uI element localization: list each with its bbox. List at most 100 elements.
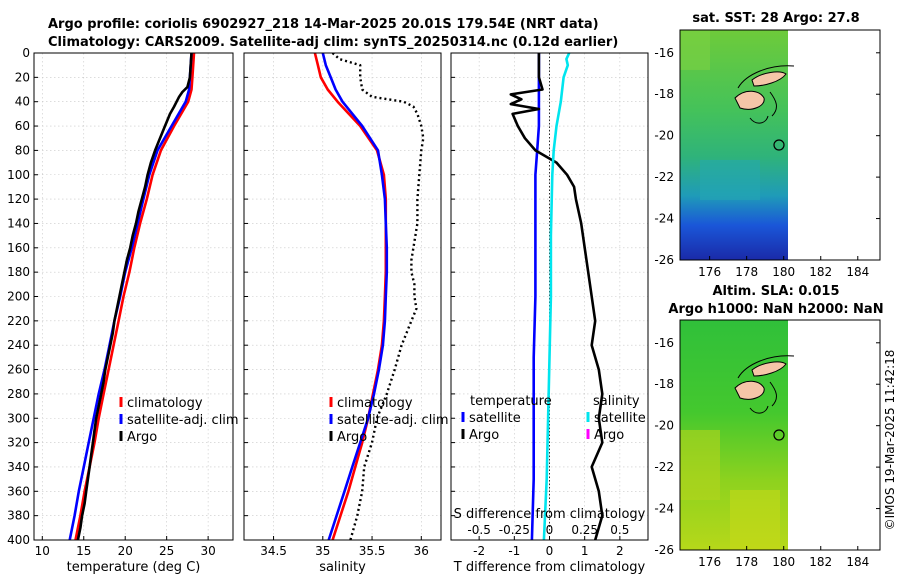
map-ytick-label: -16: [654, 46, 674, 60]
salinity-xtick-label: 34.5: [260, 544, 287, 558]
sst-map-frame: [679, 29, 881, 261]
temperature-series-argo: [76, 53, 193, 540]
depth-tick-label: 220: [7, 314, 30, 328]
depth-tick-label: 240: [7, 338, 30, 352]
salinity-frame: [243, 52, 442, 541]
difference-series-t-satellite: [530, 53, 541, 540]
depth-tick-label: 0: [22, 46, 30, 60]
difference-series-group: [509, 53, 604, 540]
depth-tick-label: 120: [7, 192, 30, 206]
temperature-legend-label: climatology: [127, 396, 203, 411]
map-ytick-label: -18: [654, 87, 674, 101]
temperature-xtick-label: 15: [76, 544, 91, 558]
temperature-xtick-label: 25: [159, 544, 174, 558]
temperature-xtick-label: 30: [200, 544, 215, 558]
sla-map-frame: [679, 319, 881, 551]
depth-tick-label: 160: [7, 241, 30, 255]
temperature-xtick-label: 10: [35, 544, 50, 558]
depth-tick-label: 180: [7, 265, 30, 279]
difference-series-t-argo: [509, 53, 604, 540]
difference-xtick-label: 2: [616, 544, 624, 558]
depth-tick-label: 400: [7, 533, 30, 547]
difference-xtick-label: -2: [473, 544, 485, 558]
salinity-xtick-label: 36: [414, 544, 429, 558]
sst-map-warm-patch: [680, 30, 710, 70]
map-xtick-label: 182: [809, 265, 832, 279]
sst-map-cool-patch: [700, 160, 760, 200]
sst-map-title: sat. SST: 28 Argo: 27.8: [692, 11, 859, 26]
depth-tick-label: 320: [7, 436, 30, 450]
depth-tick-label: 100: [7, 168, 30, 182]
depth-tick-label: 40: [15, 95, 30, 109]
sst-map: sat. SST: 28 Argo: 27.8 176 178 180 182 184 -…: [654, 11, 881, 279]
difference-top-xtick-label: -0.25: [499, 523, 530, 537]
sst-map-island-vitilevu: [734, 90, 765, 110]
sla-map-island-vanualevu: [751, 361, 787, 377]
salinity-panel: 34.5 35 35.5 36 salinity climatology satellite…: [243, 52, 449, 575]
difference-top-xtick-label: 0.5: [610, 523, 629, 537]
difference-top-xtick-label: 0.25: [571, 523, 598, 537]
depth-tick-label: 260: [7, 363, 30, 377]
temperature-panel: 0 20 40 60 80 100 120 140 160 180 200 220 240 260 280 3…: [7, 46, 239, 575]
salinity-legend-label: satellite-adj. clim: [337, 413, 449, 428]
map-ytick-label: -20: [654, 419, 674, 433]
difference-xtick-label: 1: [581, 544, 589, 558]
sst-map-reef-contours: [737, 65, 795, 124]
difference-legend-label: Argo: [469, 428, 499, 443]
difference-top-xtick-label: 0: [546, 523, 554, 537]
depth-tick-label: 340: [7, 460, 30, 474]
sst-map-ticks: 176 178 180 182 184 -16 -18 -20 -22 -24 -26: [654, 46, 880, 279]
depth-tick-label: 140: [7, 216, 30, 230]
difference-xtick-label: -1: [508, 544, 520, 558]
map-ytick-label: -18: [654, 377, 674, 391]
difference-frame: [450, 52, 649, 541]
difference-legend-label: satellite: [469, 411, 521, 426]
sla-map-title-line1: Altim. SLA: 0.015: [713, 284, 840, 299]
sla-map-title-line2: Argo h1000: NaN h2000: NaN: [668, 302, 883, 317]
map-xtick-label: 184: [846, 555, 869, 569]
salinity-xtick-label: 35.5: [359, 544, 386, 558]
salinity-legend-label: Argo: [337, 430, 367, 445]
sla-map-ticks: 176 178 180 182 184 -16 -18 -20 -22 -24 -26: [654, 336, 880, 569]
temperature-frame: [33, 52, 234, 541]
map-xtick-label: 182: [809, 555, 832, 569]
difference-legend-label: Argo: [594, 428, 624, 443]
sst-map-island-vanualevu: [751, 71, 787, 87]
map-xtick-label: 176: [698, 555, 721, 569]
depth-tick-label: 380: [7, 509, 30, 523]
map-ytick-label: -24: [654, 212, 674, 226]
salinity-series-argo: [331, 53, 425, 540]
temperature-series-group: [68, 53, 196, 540]
map-ytick-label: -26: [654, 253, 674, 267]
difference-xlabel: T difference from climatology: [453, 560, 646, 575]
difference-legend-label: satellite: [594, 411, 646, 426]
map-xtick-label: 176: [698, 265, 721, 279]
sst-map-float-marker: [773, 139, 785, 151]
map-ytick-label: -26: [654, 543, 674, 557]
credit-text: ©IMOS 19-Mar-2025 11:42:18: [883, 350, 897, 531]
depth-tick-label: 200: [7, 290, 30, 304]
depth-tick-label: 280: [7, 387, 30, 401]
depth-tick-label: 60: [15, 119, 30, 133]
sla-map-island-vitilevu: [734, 380, 765, 400]
salinity-series-group: [313, 53, 425, 540]
map-ytick-label: -22: [654, 460, 674, 474]
map-ytick-label: -20: [654, 129, 674, 143]
sla-map: Altim. SLA: 0.015 Argo h1000: NaN h2000:…: [654, 284, 883, 569]
temperature-legend-label: satellite-adj. clim: [127, 413, 239, 428]
depth-tick-label: 80: [15, 143, 30, 157]
difference-xtick-label: 0: [546, 544, 554, 558]
salinity-xlabel: salinity: [319, 560, 366, 575]
figure-title-line2: Climatology: CARS2009. Satellite-adj cli…: [48, 35, 618, 50]
figure-title-line1: Argo profile: coriolis 6902927_218 14-Ma…: [48, 17, 599, 32]
map-xtick-label: 178: [735, 555, 758, 569]
temperature-xtick-label: 20: [118, 544, 133, 558]
difference-series-s-satellite: [542, 53, 571, 540]
map-xtick-label: 180: [772, 555, 795, 569]
salinity-legend-label: climatology: [337, 396, 413, 411]
depth-tick-label: 300: [7, 411, 30, 425]
salinity-series-climatology: [313, 53, 388, 540]
map-xtick-label: 178: [735, 265, 758, 279]
sla-map-reef-contours: [737, 355, 795, 414]
